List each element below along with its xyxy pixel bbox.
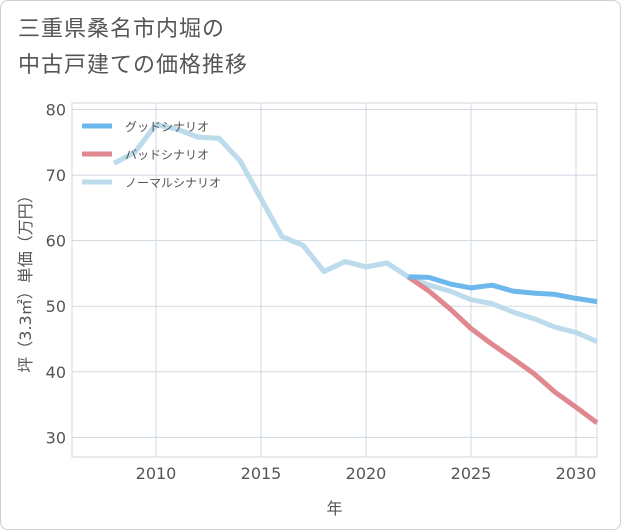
series-line-1 xyxy=(407,274,598,305)
y-axis-title: 坪（3.3㎡）単価（万円） xyxy=(16,187,35,372)
title-line-2: 中古戸建ての価格推移 xyxy=(18,53,249,78)
y-tick-label: 80 xyxy=(46,101,66,120)
x-tick-label: 2015 xyxy=(241,464,282,483)
y-tick-label: 40 xyxy=(46,363,66,382)
legend-label: バッドシナリオ xyxy=(125,148,209,162)
y-tick-label: 30 xyxy=(46,428,66,447)
x-tick-label: 2020 xyxy=(346,464,387,483)
x-tick-label: 2025 xyxy=(451,464,492,483)
legend-label: ノーマルシナリオ xyxy=(125,176,221,190)
x-tick-label: 2030 xyxy=(556,464,597,483)
y-tick-label: 60 xyxy=(46,232,66,251)
y-tick-label: 70 xyxy=(46,166,66,185)
series-line-2 xyxy=(406,274,599,425)
series-line-history xyxy=(112,122,410,279)
x-tick-label: 2010 xyxy=(136,464,177,483)
plot-area xyxy=(71,102,598,458)
y-tick-label: 50 xyxy=(46,297,66,316)
legend-label: グッドシナリオ xyxy=(125,120,209,134)
chart-title: 三重県桑名市内堀の 中古戸建ての価格推移 xyxy=(18,12,248,84)
x-axis-title: 年 xyxy=(326,499,342,518)
title-line-1: 三重県桑名市内堀の xyxy=(18,17,226,42)
